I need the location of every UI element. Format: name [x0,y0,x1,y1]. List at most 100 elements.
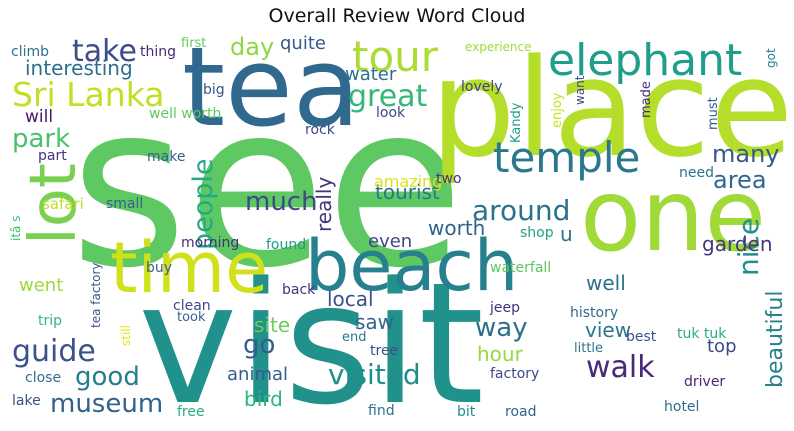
word-end: end [342,330,367,345]
word-look: look [376,105,406,121]
word-it-s: itâ s [9,216,23,241]
word-walk: walk [586,350,655,385]
word-museum: museum [50,389,163,419]
word-beach: beach [305,225,518,307]
word-place: place [430,30,793,187]
word-take: take [72,34,137,69]
chart-title: Overall Review Word Cloud [268,5,526,27]
word-bit: bit [457,404,476,420]
word-driver: driver [684,374,725,390]
word-safari: safari [42,195,84,213]
word-quite: quite [280,33,326,54]
word-visited: visited [328,358,421,391]
word-local: local [327,287,374,311]
word-buy: buy [146,260,172,276]
word-free: free [177,404,205,420]
word-even: even [368,231,412,252]
word-will: will [25,107,53,127]
word-people: people [188,158,219,250]
word-clean: clean [173,298,211,314]
word-visit: visit [138,246,484,431]
word-thing: thing [140,44,176,60]
word-see: see [70,56,464,318]
word-water: water [345,64,397,85]
word-part: part [38,148,67,164]
word-best: best [626,329,657,345]
word-interesting: interesting [25,56,133,80]
word-two: two [436,171,462,187]
word-first: first [181,36,206,51]
word-morning: morning [181,235,239,251]
word-went: went [19,275,63,296]
word-enjoy: enjoy [550,92,565,128]
word-well: well [586,271,626,295]
word-waterfall: waterfall [490,260,551,276]
word-one: one [580,157,766,274]
word-took: took [177,310,206,325]
word-tea: tea [182,23,360,151]
word-animal: animal [227,364,288,385]
word-shop: shop [520,225,554,241]
word-trip: trip [38,313,62,329]
word-much: much [245,187,318,217]
word-area: area [713,166,767,194]
word-really: really [312,177,336,232]
word-tourist: tourist [375,180,440,204]
word-found: found [266,237,306,253]
word-great: great [348,79,428,114]
word-way: way [475,313,528,343]
word-bird: bird [244,387,283,411]
word-time: time [110,227,268,309]
word-tea-factory: tea factory [89,262,103,328]
word-beautiful: beautiful [763,291,788,388]
word-road: road [505,404,536,420]
word-experience: experience [465,40,532,54]
word-go: go [243,330,275,360]
word-make: make [147,149,185,165]
word-view: view [585,318,631,342]
word-sri-lanka: Sri Lanka [12,75,164,114]
word-still: still [119,325,133,346]
word-good: good [75,362,140,392]
word-factory: factory [490,366,539,382]
word-elephant: elephant [548,35,742,86]
word-made: made [639,81,654,118]
word-lovely: lovely [461,79,503,95]
word-tuk-tuk: tuk tuk [677,326,727,342]
word-jeep: jeep [489,300,520,316]
word-lot: lot [17,163,91,245]
word-history: history [570,305,618,321]
word-hotel: hotel [664,399,699,415]
word-temple: temple [493,133,640,182]
word-tour: tour [352,32,439,81]
word-many: many [712,140,780,168]
word-guide: guide [12,334,96,369]
word-amazing: amazing [374,172,442,191]
word-climb: climb [11,44,49,60]
word-find: find [368,403,395,419]
word-u: u [560,222,573,246]
word-site: site [254,313,290,337]
word-kandy: Kandy [509,102,524,143]
word-back: back [282,282,316,298]
word-close: close [25,370,61,386]
word-got: got [764,48,778,68]
word-garden: garden [702,232,773,256]
word-want: want [573,75,587,105]
word-big: big [203,82,225,98]
word-need: need [679,165,714,181]
word-lake: lake [12,393,41,409]
word-rock: rock [305,122,336,138]
word-park: park [12,124,70,154]
word-day: day [230,33,274,61]
word-little: little [574,341,603,356]
word-tree: tree [370,343,398,359]
word-hour: hour [477,342,524,366]
word-must: must [706,97,721,130]
word-worth: worth [428,216,485,240]
word-well-worth: well worth [149,106,221,122]
word-small: small [106,196,143,212]
word-saw: saw [355,310,394,334]
word-around: around [472,194,570,227]
